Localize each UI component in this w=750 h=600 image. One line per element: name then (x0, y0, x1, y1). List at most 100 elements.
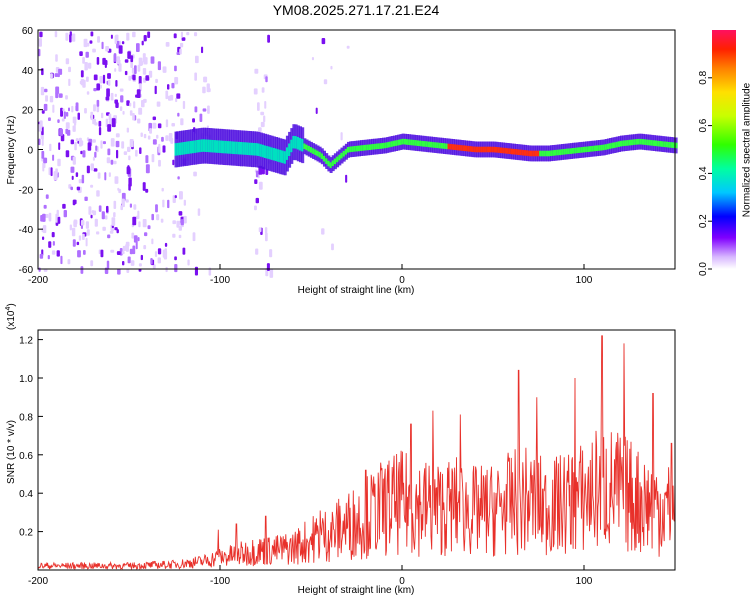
noise-cell (65, 112, 69, 117)
track-core (513, 148, 516, 155)
noise-cell (65, 150, 70, 158)
noise-cell (72, 239, 76, 247)
track-core (358, 145, 361, 152)
track-core (305, 144, 309, 151)
track-core (593, 145, 597, 152)
track-core (582, 146, 586, 153)
colorbar-tick-label: 0.6 (698, 118, 709, 132)
noise-cell (121, 198, 125, 208)
noise-cell (257, 102, 260, 111)
track-core (268, 146, 272, 160)
noise-cell (126, 32, 130, 41)
track-core (604, 144, 608, 150)
noise-cell (120, 95, 124, 103)
noise-cell (266, 263, 270, 271)
noise-cell (114, 93, 117, 97)
track-core (299, 138, 302, 151)
track-core (661, 141, 665, 147)
track-core (631, 139, 634, 146)
noise-cell (255, 170, 259, 178)
noise-cell (125, 241, 130, 247)
noise-cell (60, 255, 63, 265)
noise-cell (157, 61, 161, 71)
noise-cell (101, 211, 105, 220)
track-core (353, 146, 357, 152)
track-core (467, 145, 471, 152)
track-core (423, 141, 427, 147)
track-core (292, 135, 296, 149)
noise-cell (138, 107, 143, 115)
noise-cell (65, 95, 68, 100)
noise-cell (254, 68, 259, 74)
noise-cell (156, 134, 159, 139)
noise-cell (106, 88, 110, 97)
track-core (497, 147, 501, 153)
noise-cell (57, 158, 61, 167)
track-core (373, 143, 377, 150)
track-core (272, 148, 276, 161)
track-core (585, 146, 589, 153)
noise-cell (113, 212, 116, 218)
noise-cell (74, 120, 77, 126)
track-core (194, 140, 198, 153)
track-core (646, 139, 650, 146)
noise-cell (119, 88, 124, 92)
noise-cell (172, 159, 175, 166)
noise-cell (66, 129, 71, 136)
noise-cell (129, 139, 134, 148)
noise-cell (121, 141, 125, 149)
noise-cell (92, 118, 97, 125)
noise-cell (86, 76, 89, 82)
noise-cell (49, 95, 54, 103)
noise-cell (63, 210, 67, 218)
noise-cell (135, 215, 140, 220)
track-core (606, 143, 610, 150)
track-core (443, 143, 447, 149)
noise-cell (88, 62, 92, 69)
noise-cell (65, 122, 70, 129)
noise-cell (165, 42, 170, 47)
spectrogram-y-ticks: 60 40 20 0 -20 -40 -60 (19, 26, 43, 276)
track-core (465, 145, 468, 152)
noise-cell (202, 108, 207, 112)
noise-cell (101, 41, 104, 50)
track-core (333, 158, 337, 165)
track-core (438, 142, 442, 149)
track-core (648, 139, 652, 146)
noise-cell (179, 191, 183, 200)
track-core (668, 142, 672, 148)
track-core (382, 142, 385, 149)
noise-cell (91, 210, 95, 214)
noise-cell (197, 208, 201, 216)
track-core (657, 140, 661, 147)
noise-cell (157, 257, 161, 264)
noise-cell (172, 233, 176, 238)
noise-cell (65, 58, 70, 65)
noise-cell (59, 128, 63, 136)
noise-cell (269, 269, 274, 278)
track-core (617, 141, 621, 147)
noise-cell (264, 101, 267, 109)
noise-cell (38, 38, 42, 47)
noise-cell (151, 154, 155, 163)
noise-cell (137, 237, 140, 242)
noise-cell (51, 232, 55, 238)
track-core (521, 149, 525, 156)
track-core (637, 138, 641, 145)
track-core (205, 139, 209, 152)
track-core (301, 138, 305, 152)
noise-cell (63, 111, 66, 119)
track-core (395, 140, 399, 146)
noise-cell (86, 165, 90, 174)
track-core (609, 143, 613, 149)
track-core (602, 144, 606, 151)
track-core (229, 141, 233, 154)
track-core (558, 149, 562, 156)
noise-cell (121, 41, 125, 45)
noise-cell (145, 75, 150, 81)
track-core (323, 155, 326, 162)
track-core (318, 151, 322, 158)
noise-cell (261, 87, 265, 93)
noise-cell (157, 123, 162, 129)
track-core (574, 147, 578, 154)
